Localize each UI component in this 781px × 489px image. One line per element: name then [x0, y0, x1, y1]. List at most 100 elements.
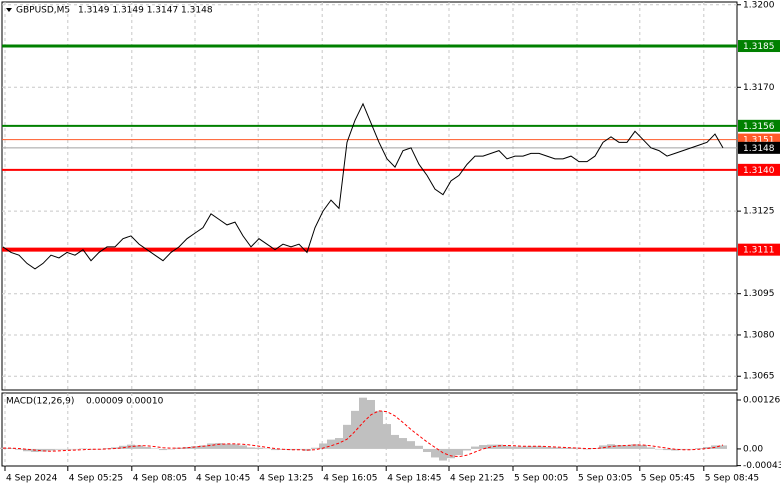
panel-frame	[1, 1, 738, 391]
histogram-bar	[511, 446, 519, 449]
x-tick-label: 4 Sep 21:25	[450, 474, 504, 484]
level-label: 1.3140	[743, 166, 775, 176]
histogram-bar	[423, 448, 431, 453]
panel-frame	[1, 392, 738, 467]
x-tick-label: 5 Sep 00:05	[514, 474, 568, 484]
y-tick-label: 0.00126	[743, 395, 780, 405]
histogram-bar	[663, 448, 671, 451]
histogram-bar	[639, 445, 647, 449]
histogram-bar	[463, 448, 471, 451]
histogram-bar	[79, 448, 87, 450]
histogram-bar	[239, 445, 247, 449]
histogram-bar	[183, 446, 191, 449]
histogram-bar	[655, 448, 663, 450]
histogram-bar	[431, 448, 439, 458]
histogram-bar	[247, 447, 255, 449]
histogram-bar	[383, 424, 391, 449]
histogram-bar	[375, 410, 383, 449]
histogram-bar	[623, 445, 631, 449]
histogram-bar	[263, 448, 271, 450]
histogram-bar	[271, 448, 279, 451]
histogram-bar	[495, 444, 503, 449]
histogram-bar	[359, 397, 367, 449]
x-tick-label: 5 Sep 03:05	[578, 474, 632, 484]
level-label: 1.3156	[743, 122, 775, 132]
histogram-bar	[535, 446, 543, 449]
histogram-bar	[71, 448, 79, 450]
histogram-bar	[543, 446, 551, 449]
histogram-bar	[15, 448, 23, 450]
histogram-bar	[583, 448, 591, 450]
histogram-bar	[703, 446, 711, 449]
histogram-bar	[55, 448, 63, 450]
histogram-bar	[607, 444, 615, 449]
histogram-bar	[39, 448, 47, 452]
x-tick-label: 4 Sep 13:25	[259, 474, 313, 484]
y-tick-label: 1.3080	[743, 330, 775, 340]
histogram-bar	[135, 445, 143, 449]
price-line	[2, 102, 724, 270]
x-tick-label: 4 Sep 16:05	[323, 474, 377, 484]
histogram-bar	[255, 447, 263, 449]
histogram-bar	[23, 448, 31, 452]
histogram-bar	[471, 446, 479, 449]
histogram-bar	[351, 410, 359, 449]
histogram-bar	[599, 445, 607, 449]
level-label: 1.3148	[743, 144, 775, 154]
histogram-bar	[455, 448, 463, 456]
histogram-bar	[63, 448, 71, 450]
histogram-bar	[367, 399, 375, 449]
histogram-bar	[575, 448, 583, 450]
level-label-box	[738, 243, 780, 256]
histogram-bar	[199, 445, 207, 449]
histogram-bar	[439, 448, 447, 461]
histogram-bar	[223, 443, 231, 449]
histogram-bar	[311, 447, 319, 449]
level-label: 1.3151	[743, 136, 775, 146]
histogram-bar	[215, 443, 223, 449]
histogram-bar	[319, 443, 327, 449]
histogram-bar	[343, 424, 351, 449]
x-tick-label: 4 Sep 05:25	[69, 474, 123, 484]
histogram-bar	[631, 444, 639, 449]
y-tick-label: 1.3200	[743, 0, 775, 10]
chart-subtitle: 1.3149 1.3149 1.3147 1.3148	[78, 6, 213, 16]
histogram-bar	[559, 447, 567, 449]
x-tick-label: 4 Sep 18:45	[387, 474, 441, 484]
histogram-bar	[647, 447, 655, 449]
histogram-bar	[127, 444, 135, 449]
histogram-bar	[327, 439, 335, 449]
histogram-bar	[167, 448, 175, 450]
x-tick-label: 4 Sep 2024	[6, 474, 58, 484]
macd-subtitle: 0.00009 0.00010	[86, 397, 164, 407]
histogram-bar	[407, 441, 415, 449]
x-tick-label: 4 Sep 08:05	[133, 474, 187, 484]
histogram-bar	[287, 448, 295, 451]
level-label: 1.3185	[743, 42, 775, 52]
histogram-bar	[519, 446, 527, 449]
y-tick-label: 1.3170	[743, 83, 775, 93]
level-label-box	[738, 40, 780, 53]
signal-line	[3, 410, 724, 458]
histogram-bar	[503, 445, 511, 449]
y-tick-label: 1.3065	[743, 372, 775, 382]
histogram-bar	[687, 448, 695, 450]
macd-title: MACD(12,26,9)	[6, 397, 74, 407]
histogram-bar	[695, 448, 703, 449]
histogram-bar	[231, 444, 239, 449]
y-tick-label: 0.00	[743, 444, 763, 454]
histogram-bar	[719, 445, 727, 449]
histogram-bar	[551, 447, 559, 449]
histogram-bar	[479, 445, 487, 449]
histogram-bar	[143, 446, 151, 449]
histogram-bar	[527, 446, 535, 449]
level-label: 1.3111	[743, 246, 775, 256]
level-label-box	[738, 163, 780, 176]
y-tick-label: -0.00043	[743, 461, 781, 471]
histogram-bar	[47, 448, 55, 451]
histogram-bar	[207, 443, 215, 449]
histogram-bar	[159, 448, 167, 451]
x-tick-label: 5 Sep 05:45	[641, 474, 695, 484]
